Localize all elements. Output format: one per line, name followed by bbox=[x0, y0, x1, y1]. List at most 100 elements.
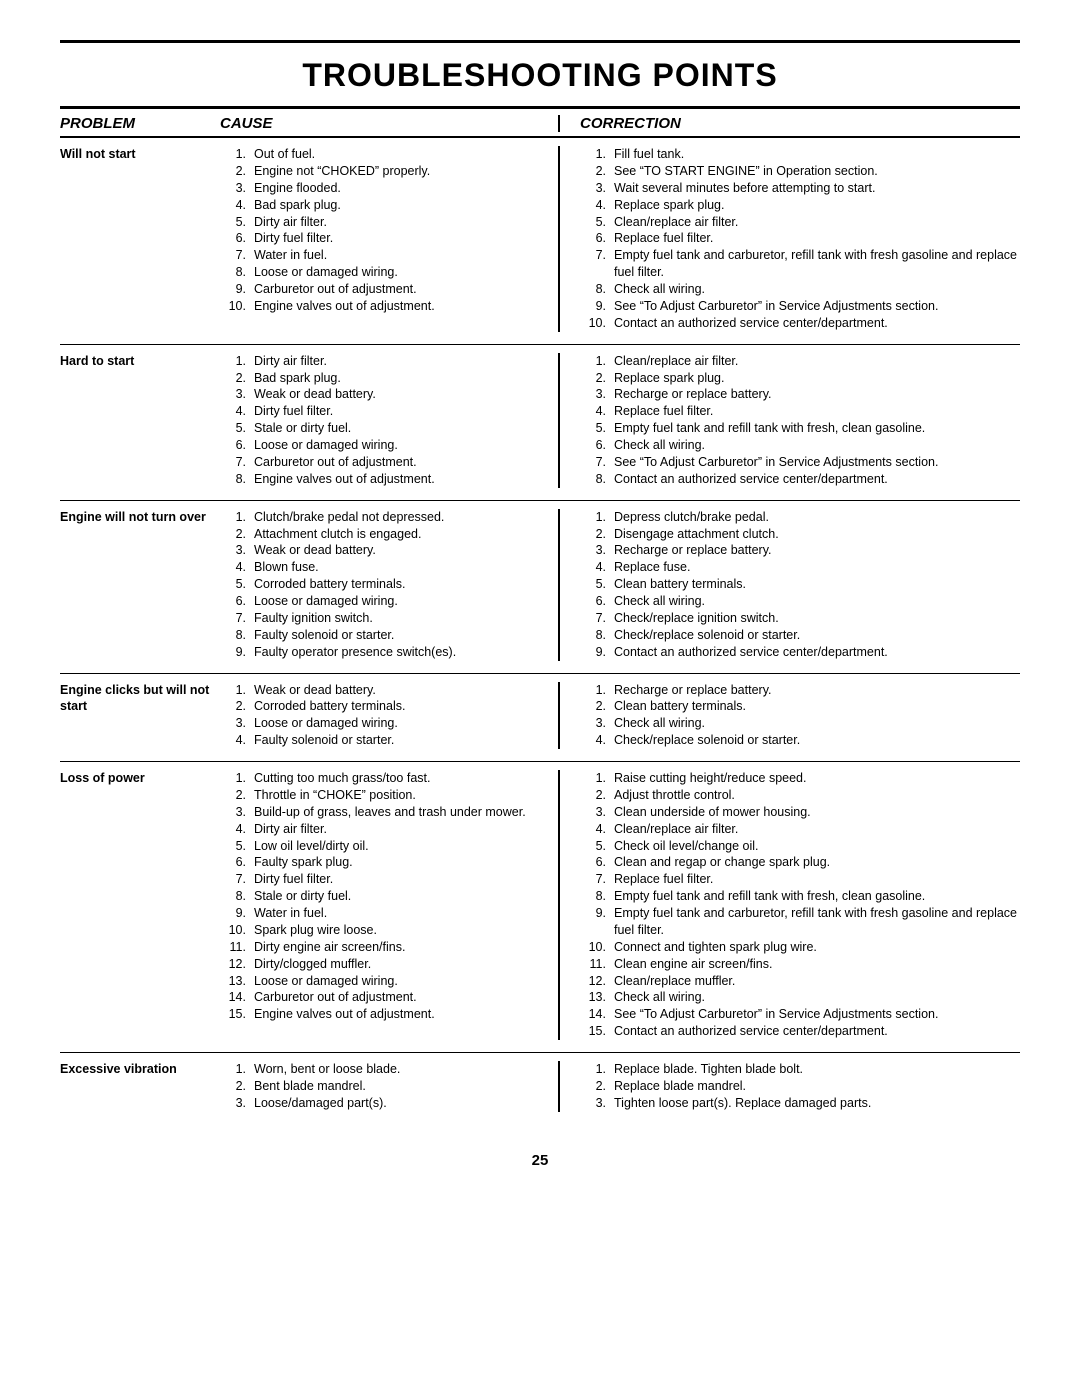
cause-item: Loose or damaged wiring. bbox=[220, 437, 550, 454]
cause-item: Water in fuel. bbox=[220, 247, 550, 264]
correction-item: Empty fuel tank and refill tank with fre… bbox=[580, 888, 1020, 905]
cause-item: Weak or dead battery. bbox=[220, 682, 550, 699]
correction-text: Check all wiring. bbox=[614, 437, 1020, 454]
cause-item: Bad spark plug. bbox=[220, 370, 550, 387]
correction-text: Replace fuel filter. bbox=[614, 403, 1020, 420]
correction-text: Check/replace ignition switch. bbox=[614, 610, 1020, 627]
cause-text: Dirty air filter. bbox=[254, 821, 550, 838]
correction-text: Clean battery terminals. bbox=[614, 576, 1020, 593]
correction-item: Clean and regap or change spark plug. bbox=[580, 854, 1020, 871]
cause-item: Engine flooded. bbox=[220, 180, 550, 197]
cause-item: Dirty air filter. bbox=[220, 353, 550, 370]
cause-item: Carburetor out of adjustment. bbox=[220, 454, 550, 471]
correction-cell: Recharge or replace battery.Clean batter… bbox=[560, 682, 1020, 750]
correction-item: Contact an authorized service center/dep… bbox=[580, 471, 1020, 488]
cause-text: Water in fuel. bbox=[254, 247, 550, 264]
cause-item: Faulty spark plug. bbox=[220, 854, 550, 871]
cause-item: Attachment clutch is engaged. bbox=[220, 526, 550, 543]
column-headers: PROBLEM CAUSE CORRECTION bbox=[60, 109, 1020, 136]
cause-list: Worn, bent or loose blade.Bent blade man… bbox=[220, 1061, 550, 1112]
cause-text: Carburetor out of adjustment. bbox=[254, 454, 550, 471]
cause-item: Loose or damaged wiring. bbox=[220, 593, 550, 610]
problem-label: Engine clicks but will not start bbox=[60, 682, 212, 716]
correction-list: Recharge or replace battery.Clean batter… bbox=[580, 682, 1020, 750]
correction-text: Check all wiring. bbox=[614, 593, 1020, 610]
cause-text: Faulty ignition switch. bbox=[254, 610, 550, 627]
cause-text: Loose or damaged wiring. bbox=[254, 264, 550, 281]
cause-text: Worn, bent or loose blade. bbox=[254, 1061, 550, 1078]
correction-item: Replace fuel filter. bbox=[580, 403, 1020, 420]
correction-item: Recharge or replace battery. bbox=[580, 386, 1020, 403]
correction-item: Check all wiring. bbox=[580, 593, 1020, 610]
cause-text: Weak or dead battery. bbox=[254, 542, 550, 559]
correction-item: Contact an authorized service center/dep… bbox=[580, 644, 1020, 661]
cause-text: Water in fuel. bbox=[254, 905, 550, 922]
cause-list: Clutch/brake pedal not depressed.Attachm… bbox=[220, 509, 550, 661]
cause-item: Engine valves out of adjustment. bbox=[220, 298, 550, 315]
cause-text: Dirty fuel filter. bbox=[254, 871, 550, 888]
correction-text: Clean/replace air filter. bbox=[614, 214, 1020, 231]
correction-text: Fill fuel tank. bbox=[614, 146, 1020, 163]
correction-text: Clean battery terminals. bbox=[614, 698, 1020, 715]
cause-text: Build-up of grass, leaves and trash unde… bbox=[254, 804, 550, 821]
cause-cell: Worn, bent or loose blade.Bent blade man… bbox=[220, 1061, 560, 1112]
cause-item: Build-up of grass, leaves and trash unde… bbox=[220, 804, 550, 821]
correction-text: See “To Adjust Carburetor” in Service Ad… bbox=[614, 298, 1020, 315]
cause-text: Engine not “CHOKED” properly. bbox=[254, 163, 550, 180]
correction-text: Replace fuse. bbox=[614, 559, 1020, 576]
correction-item: Replace fuse. bbox=[580, 559, 1020, 576]
correction-text: Replace fuel filter. bbox=[614, 871, 1020, 888]
cause-text: Attachment clutch is engaged. bbox=[254, 526, 550, 543]
cause-text: Throttle in “CHOKE” position. bbox=[254, 787, 550, 804]
correction-text: Replace blade. Tighten blade bolt. bbox=[614, 1061, 1020, 1078]
correction-text: Recharge or replace battery. bbox=[614, 542, 1020, 559]
cause-text: Bad spark plug. bbox=[254, 370, 550, 387]
correction-item: Fill fuel tank. bbox=[580, 146, 1020, 163]
cause-item: Faulty operator presence switch(es). bbox=[220, 644, 550, 661]
cause-item: Loose or damaged wiring. bbox=[220, 264, 550, 281]
correction-item: Clean/replace muffler. bbox=[580, 973, 1020, 990]
cause-text: Dirty engine air screen/fins. bbox=[254, 939, 550, 956]
problem-label: Will not start bbox=[60, 146, 212, 163]
correction-text: Check oil level/change oil. bbox=[614, 838, 1020, 855]
cause-item: Engine not “CHOKED” properly. bbox=[220, 163, 550, 180]
correction-text: Recharge or replace battery. bbox=[614, 682, 1020, 699]
troubleshoot-row: Excessive vibration Worn, bent or loose b… bbox=[60, 1053, 1020, 1124]
cause-item: Dirty fuel filter. bbox=[220, 871, 550, 888]
correction-text: Replace spark plug. bbox=[614, 197, 1020, 214]
cause-item: Dirty engine air screen/fins. bbox=[220, 939, 550, 956]
correction-item: Replace spark plug. bbox=[580, 197, 1020, 214]
correction-text: Contact an authorized service center/dep… bbox=[614, 1023, 1020, 1040]
troubleshoot-row: Loss of powerCutting too much grass/too … bbox=[60, 762, 1020, 1053]
problem-label: Excessive vibration bbox=[60, 1061, 212, 1078]
correction-list: Depress clutch/brake pedal.Disengage att… bbox=[580, 509, 1020, 661]
correction-list: Fill fuel tank.See “TO START ENGINE” in … bbox=[580, 146, 1020, 332]
correction-text: Empty fuel tank and carburetor, refill t… bbox=[614, 247, 1020, 281]
cause-item: Stale or dirty fuel. bbox=[220, 888, 550, 905]
cause-item: Carburetor out of adjustment. bbox=[220, 989, 550, 1006]
troubleshoot-row: Engine clicks but will not startWeak or … bbox=[60, 674, 1020, 763]
correction-text: Raise cutting height/reduce speed. bbox=[614, 770, 1020, 787]
correction-text: Empty fuel tank and refill tank with fre… bbox=[614, 420, 1020, 437]
correction-item: Raise cutting height/reduce speed. bbox=[580, 770, 1020, 787]
header-problem: PROBLEM bbox=[60, 115, 220, 132]
correction-item: Replace blade. Tighten blade bolt. bbox=[580, 1061, 1020, 1078]
correction-item: Recharge or replace battery. bbox=[580, 542, 1020, 559]
cause-text: Carburetor out of adjustment. bbox=[254, 281, 550, 298]
cause-text: Faulty operator presence switch(es). bbox=[254, 644, 550, 661]
cause-item: Faulty solenoid or starter. bbox=[220, 732, 550, 749]
cause-text: Faulty solenoid or starter. bbox=[254, 732, 550, 749]
cause-item: Carburetor out of adjustment. bbox=[220, 281, 550, 298]
correction-list: Clean/replace air filter.Replace spark p… bbox=[580, 353, 1020, 488]
correction-cell: Raise cutting height/reduce speed.Adjust… bbox=[560, 770, 1020, 1040]
correction-text: Clean and regap or change spark plug. bbox=[614, 854, 1020, 871]
correction-text: Check all wiring. bbox=[614, 989, 1020, 1006]
cause-text: Corroded battery terminals. bbox=[254, 576, 550, 593]
cause-list: Weak or dead battery.Corroded battery te… bbox=[220, 682, 550, 750]
correction-item: Adjust throttle control. bbox=[580, 787, 1020, 804]
cause-text: Dirty air filter. bbox=[254, 214, 550, 231]
cause-text: Low oil level/dirty oil. bbox=[254, 838, 550, 855]
cause-cell: Clutch/brake pedal not depressed.Attachm… bbox=[220, 509, 560, 661]
troubleshoot-row: Hard to startDirty air filter.Bad spark … bbox=[60, 345, 1020, 501]
correction-text: Clean underside of mower housing. bbox=[614, 804, 1020, 821]
